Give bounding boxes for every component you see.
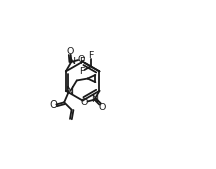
Text: N: N [91,95,98,104]
Text: N: N [65,86,74,96]
Text: O: O [77,55,85,64]
Text: N: N [68,57,75,66]
Text: O: O [67,47,74,56]
Text: O: O [98,103,105,112]
Text: F: F [79,67,84,76]
Text: O: O [49,100,57,110]
Text: O: O [81,98,88,107]
Text: F: F [79,57,84,66]
Text: F: F [88,51,93,60]
